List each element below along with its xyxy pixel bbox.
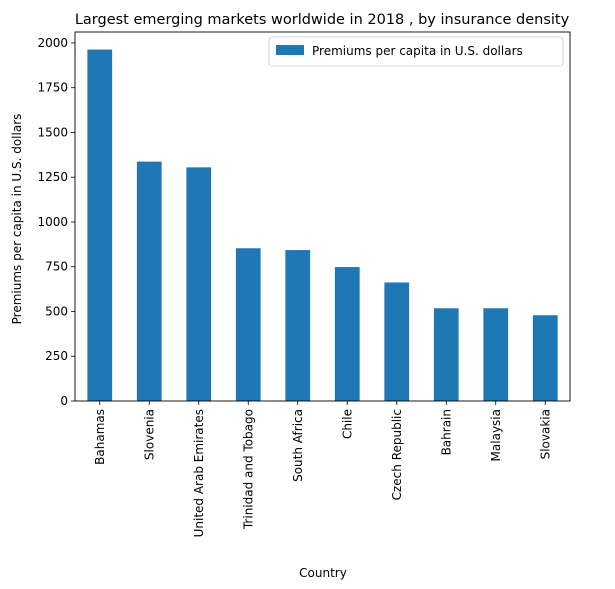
y-axis-ticks: 0 250 500 750 1000 1250 1500 1750 2000 [37,36,75,408]
x-axis-label: Country [299,566,347,580]
y-tick-label: 250 [45,349,68,363]
bars-group [87,50,557,401]
x-tick-label: United Arab Emirates [192,409,206,537]
chart-title: Largest emerging markets worldwide in 20… [75,12,570,28]
x-tick-label: Bahrain [439,409,453,455]
x-tick-label: Malaysia [489,409,503,461]
bar [186,167,211,401]
x-tick-label: Trinidad and Tobago [241,409,255,530]
x-axis-ticks: Bahamas Slovenia United Arab Emirates Trini… [93,401,553,537]
legend: Premiums per capita in U.S. dollars [269,37,563,66]
bar [236,248,261,401]
y-tick-label: 1750 [37,81,68,95]
bar [533,315,558,401]
legend-swatch [276,45,304,55]
y-tick-label: 1250 [37,170,68,184]
bar [434,308,459,401]
y-tick-label: 1000 [37,215,68,229]
bar [335,267,360,401]
x-tick-label: Slovenia [142,409,156,460]
x-tick-label: Czech Republic [390,409,404,500]
y-tick-label: 1500 [37,125,68,139]
x-tick-label: Bahamas [93,409,107,465]
y-tick-label: 2000 [37,36,68,50]
x-tick-label: Chile [340,409,354,439]
y-tick-label: 0 [60,394,68,408]
y-tick-label: 500 [45,304,68,318]
bar [87,50,112,401]
x-tick-label: Slovakia [538,409,552,459]
bar [285,250,310,401]
bar [384,282,409,401]
bar [137,162,162,401]
y-axis-label: Premiums per capita in U.S. dollars [10,114,24,325]
y-tick-label: 750 [45,260,68,274]
legend-label: Premiums per capita in U.S. dollars [312,44,523,58]
x-tick-label: South Africa [291,409,305,482]
bar [483,308,508,401]
